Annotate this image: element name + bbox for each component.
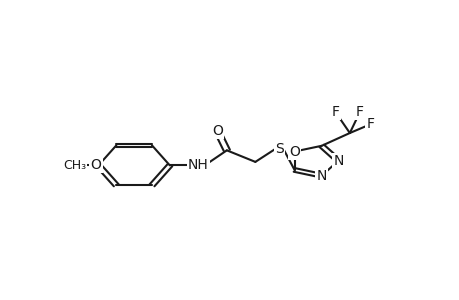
Text: NH: NH: [188, 158, 208, 172]
Text: CH₃: CH₃: [63, 159, 86, 172]
Text: O: O: [90, 158, 101, 172]
Text: N: N: [332, 154, 343, 168]
Text: S: S: [274, 142, 283, 156]
Text: F: F: [355, 105, 363, 119]
Text: N: N: [316, 169, 326, 183]
Text: O: O: [211, 124, 222, 138]
Text: F: F: [366, 117, 374, 131]
Text: F: F: [331, 105, 339, 119]
Text: O: O: [289, 145, 299, 158]
